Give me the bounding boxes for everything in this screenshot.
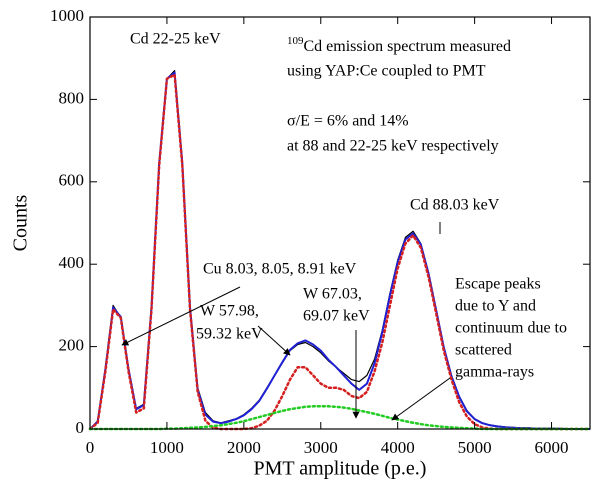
arrow [121,286,241,346]
series-line [89,71,590,430]
annotation: 109Cd emission spectrum measured [287,35,511,55]
y-tick-label: 400 [59,253,85,272]
plot-frame [89,16,591,430]
y-tick-label: 600 [59,171,85,190]
y-tick-label: 1000 [50,6,84,25]
annotation: 69.07 keV [303,308,370,325]
annotation: Cd 22-25 keV [130,31,221,48]
annotation: scattered [455,342,512,359]
annotation: Cu 8.03, 8.05, 8.91 keV [203,261,357,278]
x-tick-label: 0 [86,438,95,457]
annotation-superscript: 109 [287,35,304,47]
annotation: W 57.98, [200,303,259,320]
annotation: Cd 88.03 keV [410,197,500,214]
series-line [88,405,592,431]
annotation: at 88 and 22-25 keV respectively [287,138,499,155]
x-tick-label: 1000 [150,438,184,457]
x-tick-label: 5000 [458,438,492,457]
annotation: due to Y and [455,298,536,315]
arrow [391,377,451,421]
x-tick-label: 2000 [227,438,261,457]
annotation: W 67.03, [303,286,362,303]
x-tick-label: 3000 [304,438,338,457]
y-tick-label: 0 [76,418,85,437]
annotation: σ/E = 6% and 14% [287,113,409,130]
x-tick-label: 4000 [381,438,415,457]
annotation: gamma-rays [455,364,534,381]
x-axis-label: PMT amplitude (p.e.) [254,458,427,480]
annotation: 59.32 keV [196,326,263,343]
annotation: Escape peaks [455,276,541,293]
annotation: continuum due to [455,320,567,337]
arrow [257,325,291,356]
y-tick-label: 200 [59,336,85,355]
arrows [121,222,451,421]
x-tick-label: 6000 [535,438,569,457]
y-tick-label: 800 [59,88,85,107]
annotation-text: Cd emission spectrum measured [304,38,512,55]
annotation: using YAP:Ce coupled to PMT [287,63,486,80]
y-axis-label: Counts [10,194,32,251]
